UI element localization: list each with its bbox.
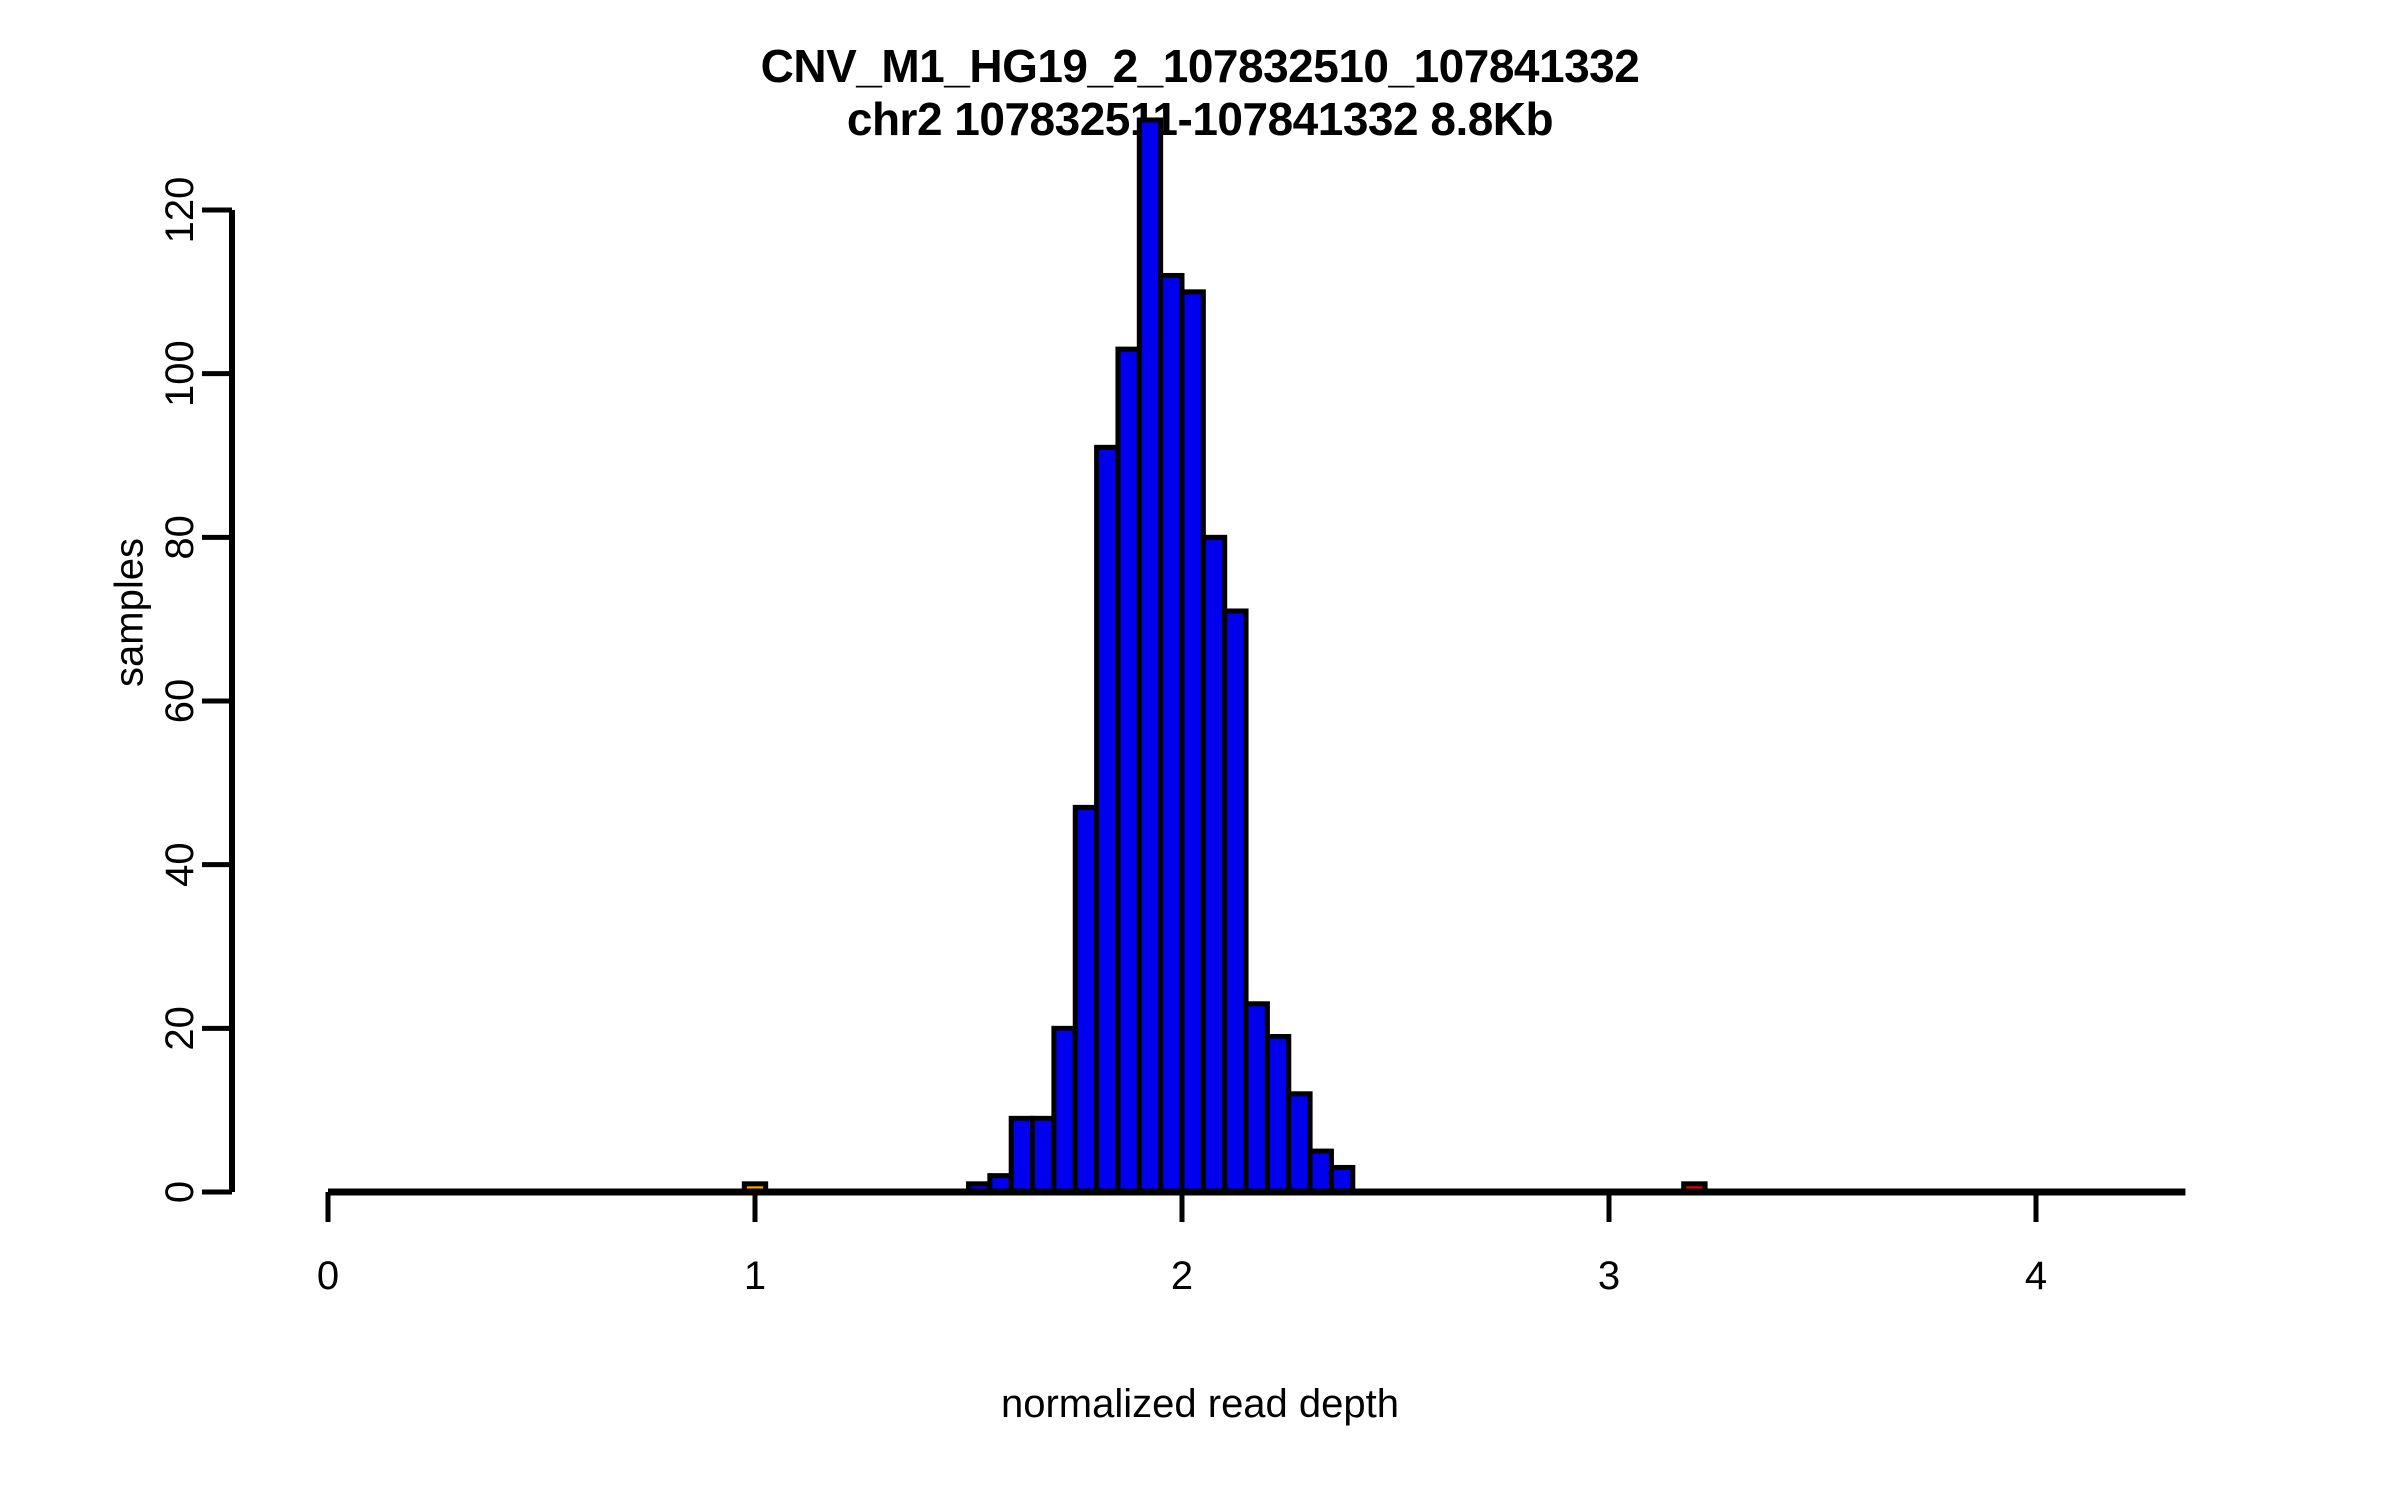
y-tick-label: 120 (158, 177, 202, 244)
chart-title-block: CNV_M1_HG19_2_107832510_107841332 chr2 1… (0, 40, 2400, 146)
x-tick-label: 0 (317, 1254, 339, 1298)
y-tick-label: 40 (158, 842, 202, 887)
y-axis-label: samples (107, 538, 152, 687)
histogram-bar (1115, 346, 1142, 1195)
x-axis: 0 1 2 3 4 (317, 1188, 2186, 1298)
histogram-bar (1136, 117, 1164, 1195)
y-tick-label: 0 (158, 1181, 202, 1203)
histogram-bar (1200, 534, 1228, 1195)
y-tick-label: 20 (158, 1006, 202, 1051)
x-tick-label: 2 (1171, 1254, 1193, 1298)
histogram-bar (1072, 804, 1100, 1195)
histogram-bars (741, 117, 1708, 1195)
histogram-bar (1328, 1164, 1356, 1195)
y-tick-label: 100 (158, 340, 202, 407)
histogram-bar (1008, 1115, 1036, 1195)
x-axis-label: normalized read depth (1000, 1382, 1400, 1426)
histogram-bar (1243, 1001, 1270, 1195)
histogram-bar (1094, 444, 1121, 1195)
histogram-bar (1179, 289, 1206, 1195)
histogram-bar (1051, 1025, 1078, 1195)
y-axis: 0 20 40 60 80 100 120 (158, 177, 235, 1203)
histogram-bar (1286, 1091, 1313, 1195)
histogram-bar (1264, 1034, 1292, 1195)
histogram-bar (1030, 1115, 1057, 1195)
x-tick-label: 1 (744, 1254, 766, 1298)
histogram-bar (1222, 608, 1249, 1195)
y-tick-label: 80 (158, 515, 202, 560)
histogram-bar (1158, 272, 1185, 1195)
x-tick-label: 4 (2025, 1254, 2047, 1298)
x-tick-label: 3 (1598, 1254, 1620, 1298)
histogram-bar (1307, 1148, 1334, 1195)
y-tick-label: 60 (158, 679, 202, 724)
chart-title: CNV_M1_HG19_2_107832510_107841332 (760, 40, 1640, 92)
chart-subtitle: chr2 107832511-107841332 8.8Kb (846, 92, 1554, 145)
